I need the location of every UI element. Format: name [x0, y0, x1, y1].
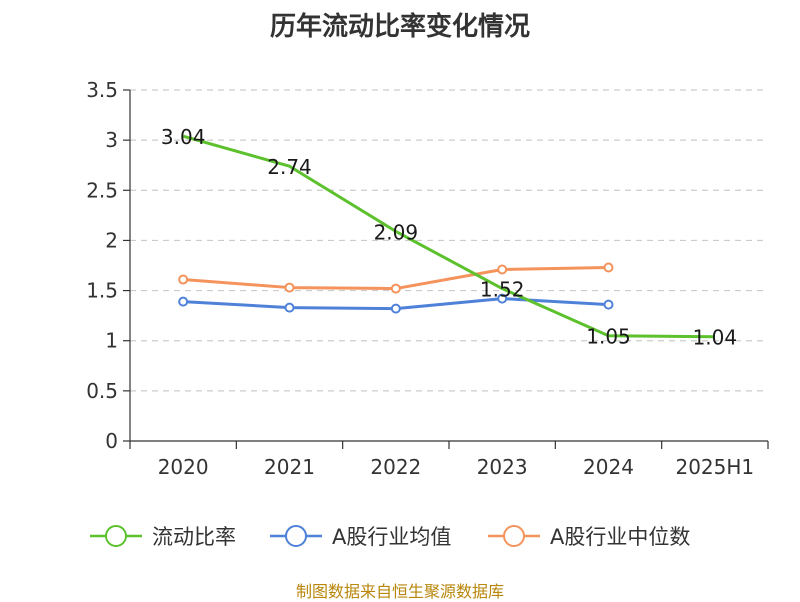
x-tick-label: 2022: [370, 455, 421, 479]
data-label: 1.52: [480, 278, 525, 302]
legend-label: A股行业均值: [332, 525, 451, 549]
chart-title: 历年流动比率变化情况: [269, 12, 530, 42]
legend-marker: [503, 525, 525, 547]
data-labels: 3.04 2.74 2.09 1.52 1.05 1.04: [161, 125, 737, 350]
data-point: [390, 303, 401, 314]
data-label: 1.04: [693, 326, 738, 350]
y-tick-label: 0.5: [86, 379, 118, 403]
x-tick-label: 2024: [583, 455, 634, 479]
y-tick-label: 0: [105, 429, 118, 453]
data-label: 2.09: [374, 220, 419, 244]
data-point: [603, 262, 614, 273]
data-point: [284, 302, 295, 313]
source-note: 制图数据来自恒生聚源数据库: [295, 582, 504, 601]
y-tick-label: 1: [105, 329, 118, 353]
data-point: [390, 283, 401, 294]
y-tick-label: 3.5: [86, 78, 118, 102]
legend: 流动比率 A股行业均值 A股行业中位数: [90, 525, 690, 549]
data-point: [497, 264, 508, 275]
data-label: 1.05: [586, 325, 631, 349]
y-tick-label: 1.5: [86, 279, 118, 303]
y-tick-label: 3: [105, 128, 118, 152]
data-point: [497, 293, 508, 304]
legend-label: 流动比率: [152, 525, 236, 549]
legend-marker: [105, 525, 127, 547]
x-tick-label: 2023: [477, 455, 528, 479]
x-tick-label: 2020: [158, 455, 209, 479]
data-point: [284, 282, 295, 293]
data-point: [178, 274, 189, 285]
data-label: 2.74: [267, 155, 312, 179]
data-point: [603, 299, 614, 310]
data-label: 3.04: [161, 125, 206, 149]
series-lines: [178, 134, 715, 339]
data-point: [178, 296, 189, 307]
y-tick-label: 2: [105, 228, 118, 252]
x-tick-label: 2021: [264, 455, 315, 479]
y-tick-label: 2.5: [86, 178, 118, 202]
legend-marker: [285, 525, 307, 547]
legend-label: A股行业中位数: [550, 525, 690, 549]
series-line: [182, 134, 715, 339]
x-tick-label: 2025H1: [675, 455, 754, 479]
grid-lines: [130, 89, 768, 392]
